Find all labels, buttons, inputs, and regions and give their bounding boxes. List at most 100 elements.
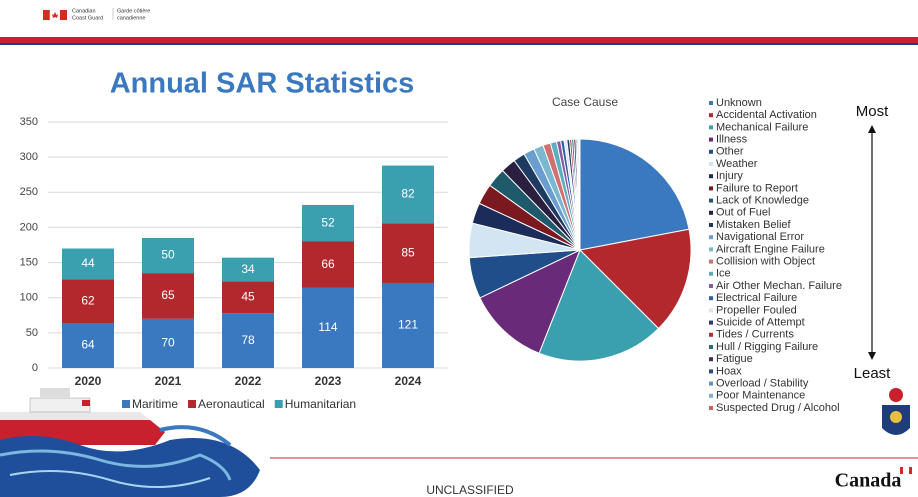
data-label: 44 — [81, 256, 95, 270]
data-label: 82 — [401, 187, 415, 201]
data-label: 114 — [318, 320, 337, 334]
legend-swatch — [709, 162, 713, 166]
y-tick-label: 50 — [26, 327, 38, 339]
y-tick-label: 100 — [20, 292, 38, 304]
org-name: Canadian — [72, 8, 96, 14]
legend-label: Suicide of Attempt — [716, 317, 805, 329]
legend-label: Weather — [716, 158, 758, 170]
legend-swatch — [709, 296, 713, 300]
legend-label: Ice — [716, 268, 731, 280]
legend-swatch — [188, 400, 196, 408]
legend-label: Injury — [716, 170, 743, 182]
x-tick-label: 2023 — [315, 374, 342, 388]
header-stripe — [0, 43, 918, 45]
legend-label: Fatigue — [716, 353, 753, 365]
data-label: 52 — [321, 215, 335, 229]
legend-label: Electrical Failure — [716, 292, 797, 304]
data-label: 34 — [241, 262, 255, 276]
data-label: 121 — [398, 318, 418, 332]
legend-label: Lack of Knowledge — [716, 195, 809, 207]
legend-label: Propeller Fouled — [716, 304, 797, 316]
legend-swatch — [709, 272, 713, 276]
legend-swatch — [709, 260, 713, 264]
pie-slice — [579, 139, 580, 250]
legend-label: Overload / Stability — [716, 378, 809, 390]
legend-label: Air Other Mechan. Failure — [716, 280, 842, 292]
org-name: Coast Guard — [72, 15, 103, 21]
y-tick-label: 200 — [20, 221, 38, 233]
y-tick-label: 0 — [32, 362, 38, 374]
header-stripe — [0, 37, 918, 43]
data-label: 50 — [161, 248, 175, 262]
y-tick-label: 150 — [20, 256, 38, 268]
legend-swatch — [709, 369, 713, 373]
wordmark-flag — [900, 467, 912, 474]
legend-swatch — [709, 321, 713, 325]
legend-swatch — [709, 284, 713, 288]
slide: Canadian Coast Guard Garde côtière canad… — [0, 0, 918, 497]
legend-label: Aircraft Engine Failure — [716, 243, 825, 255]
data-label: 85 — [401, 245, 415, 259]
legend-swatch — [709, 223, 713, 227]
legend-label: Maritime — [132, 397, 178, 411]
classification: UNCLASSIFIED — [426, 483, 514, 497]
legend-swatch — [709, 199, 713, 203]
legend-swatch — [122, 400, 130, 408]
legend-label: Collision with Object — [716, 256, 815, 268]
legend-swatch — [709, 333, 713, 337]
legend-swatch — [275, 400, 283, 408]
legend-label: Navigational Error — [716, 231, 804, 243]
legend-label: Out of Fuel — [716, 207, 770, 219]
x-tick-label: 2022 — [235, 374, 262, 388]
scale-top: Most — [856, 103, 889, 120]
legend-label: Hull / Rigging Failure — [716, 341, 818, 353]
legend-swatch — [709, 101, 713, 105]
legend-swatch — [709, 345, 713, 349]
legend-swatch — [709, 174, 713, 178]
data-label: 65 — [161, 288, 175, 302]
legend-label: Hoax — [716, 365, 742, 377]
org-name: canadienne — [117, 15, 145, 21]
legend-label: Failure to Report — [716, 182, 798, 194]
legend-swatch — [709, 357, 713, 361]
y-tick-label: 250 — [20, 186, 38, 198]
legend-swatch — [709, 211, 713, 215]
header-flag — [43, 10, 67, 20]
x-tick-label: 2024 — [395, 374, 422, 388]
chart-title: Case Cause — [552, 95, 618, 109]
legend-swatch — [709, 186, 713, 190]
legend-swatch — [709, 247, 713, 251]
x-tick-label: 2020 — [75, 374, 102, 388]
legend-swatch — [709, 406, 713, 410]
legend-label: Mistaken Belief — [716, 219, 792, 231]
wordmark: Canada — [835, 470, 902, 492]
org-name: Garde côtière — [117, 8, 150, 14]
legend-label: Unknown — [716, 97, 762, 109]
legend-swatch — [709, 382, 713, 386]
data-label: 45 — [241, 290, 255, 304]
legend-label: Aeronautical — [198, 397, 265, 411]
data-label: 64 — [81, 338, 95, 352]
y-tick-label: 300 — [20, 151, 38, 163]
legend-label: Illness — [716, 134, 748, 146]
legend-swatch — [709, 150, 713, 154]
data-label: 62 — [81, 293, 95, 307]
legend-swatch — [709, 125, 713, 129]
legend-label: Accidental Activation — [716, 109, 817, 121]
legend-label: Suspected Drug / Alcohol — [716, 402, 840, 414]
legend-label: Humanitarian — [285, 397, 356, 411]
legend-swatch — [709, 235, 713, 239]
data-label: 70 — [161, 336, 175, 350]
legend-swatch — [709, 308, 713, 312]
legend-label: Tides / Currents — [716, 329, 794, 341]
legend-label: Mechanical Failure — [716, 121, 808, 133]
x-tick-label: 2021 — [155, 374, 182, 388]
legend-swatch — [709, 113, 713, 117]
slide-title: Annual SAR Statistics — [110, 68, 415, 100]
legend-swatch — [709, 394, 713, 398]
y-tick-label: 350 — [20, 116, 38, 128]
legend-label: Poor Maintenance — [716, 390, 805, 402]
scale-bottom: Least — [854, 365, 892, 382]
legend-swatch — [709, 138, 713, 142]
data-label: 78 — [241, 333, 255, 347]
